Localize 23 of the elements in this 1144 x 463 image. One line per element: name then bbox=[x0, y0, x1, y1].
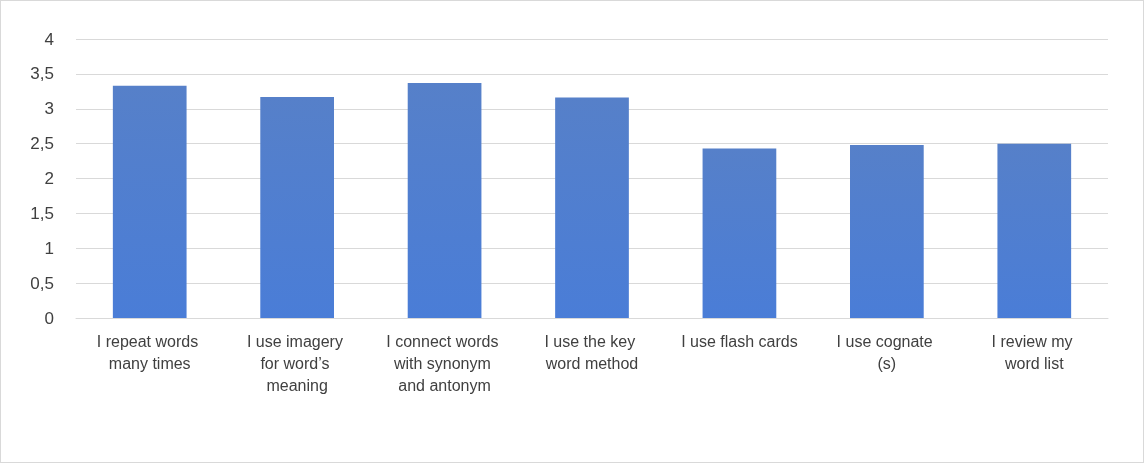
y-tick-label: 3,5 bbox=[30, 64, 54, 84]
bar bbox=[260, 96, 334, 318]
y-tick-label: 3 bbox=[44, 99, 54, 119]
x-tick-label: I use imagery for word’s meaning bbox=[246, 332, 348, 394]
y-tick-label: 0,5 bbox=[30, 273, 54, 293]
bar bbox=[112, 85, 187, 318]
x-tick-label: I review my word list bbox=[991, 332, 1077, 372]
bar bbox=[997, 143, 1072, 318]
bar bbox=[555, 97, 629, 318]
bar bbox=[702, 148, 777, 318]
x-tick-label: I repeat words many times bbox=[96, 332, 203, 372]
y-tick-label: 1,5 bbox=[30, 203, 54, 223]
x-tick-label: I use the key word method bbox=[544, 332, 640, 372]
bar bbox=[850, 145, 924, 318]
y-tick-label: 1 bbox=[44, 238, 54, 258]
bar bbox=[407, 82, 482, 318]
y-tick-label: 2 bbox=[44, 169, 54, 188]
x-tick-label: I use cognate (s) bbox=[836, 332, 938, 372]
x-tick-label: I use flash cards bbox=[681, 332, 798, 350]
y-tick-label: 0 bbox=[44, 308, 54, 328]
x-tick-label: I connect words with synonym and antonym bbox=[386, 332, 503, 394]
y-tick-label: 2,5 bbox=[30, 134, 54, 154]
y-tick-label: 4 bbox=[44, 29, 54, 49]
